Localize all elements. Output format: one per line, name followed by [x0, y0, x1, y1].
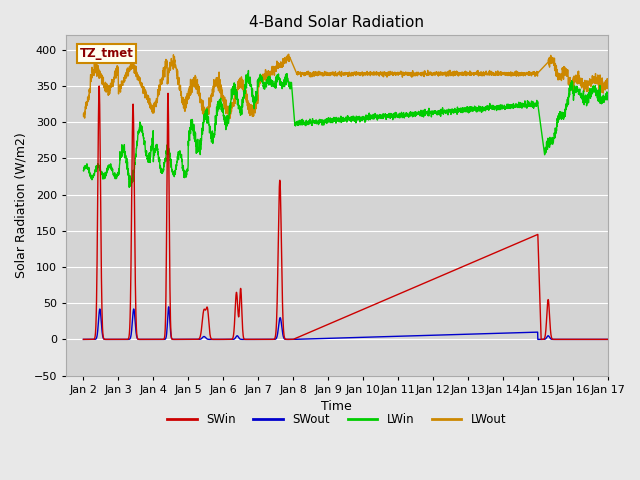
- SWin: [289, 336, 297, 342]
- Line: SWout: SWout: [83, 307, 607, 339]
- SWout: [538, 336, 545, 342]
- SWin: [594, 336, 602, 342]
- Line: SWin: SWin: [83, 86, 607, 339]
- Legend: SWin, SWout, LWin, LWout: SWin, SWout, LWin, LWout: [163, 408, 511, 431]
- LWin: [594, 91, 602, 97]
- SWout: [79, 336, 87, 342]
- LWin: [281, 80, 289, 85]
- SWin: [79, 336, 87, 342]
- LWin: [538, 126, 545, 132]
- SWin: [140, 336, 147, 342]
- SWin: [95, 83, 103, 89]
- Text: TZ_tmet: TZ_tmet: [79, 48, 133, 60]
- SWout: [604, 336, 611, 342]
- LWin: [303, 119, 311, 125]
- LWin: [79, 168, 87, 174]
- SWout: [165, 304, 173, 310]
- Line: LWout: LWout: [83, 54, 607, 119]
- SWin: [303, 330, 311, 336]
- Y-axis label: Solar Radiation (W/m2): Solar Radiation (W/m2): [15, 132, 28, 278]
- LWout: [140, 91, 147, 96]
- LWout: [226, 116, 234, 121]
- Line: LWin: LWin: [83, 71, 607, 187]
- LWin: [125, 184, 133, 190]
- LWout: [170, 54, 178, 60]
- SWout: [281, 336, 289, 342]
- SWin: [538, 336, 545, 342]
- LWin: [604, 93, 611, 99]
- X-axis label: Time: Time: [321, 400, 352, 413]
- LWin: [244, 68, 252, 73]
- LWout: [285, 51, 292, 57]
- LWin: [171, 168, 179, 174]
- LWout: [538, 67, 545, 72]
- LWout: [303, 72, 311, 77]
- Title: 4-Band Solar Radiation: 4-Band Solar Radiation: [249, 15, 424, 30]
- SWin: [171, 336, 179, 342]
- SWin: [281, 335, 289, 341]
- LWin: [140, 135, 147, 141]
- SWout: [303, 336, 311, 342]
- LWout: [604, 81, 611, 87]
- SWout: [140, 336, 147, 342]
- LWout: [79, 111, 87, 117]
- SWin: [604, 336, 611, 342]
- LWout: [281, 55, 289, 61]
- SWout: [289, 336, 297, 342]
- SWout: [594, 336, 602, 342]
- SWout: [171, 336, 179, 342]
- LWout: [594, 77, 602, 83]
